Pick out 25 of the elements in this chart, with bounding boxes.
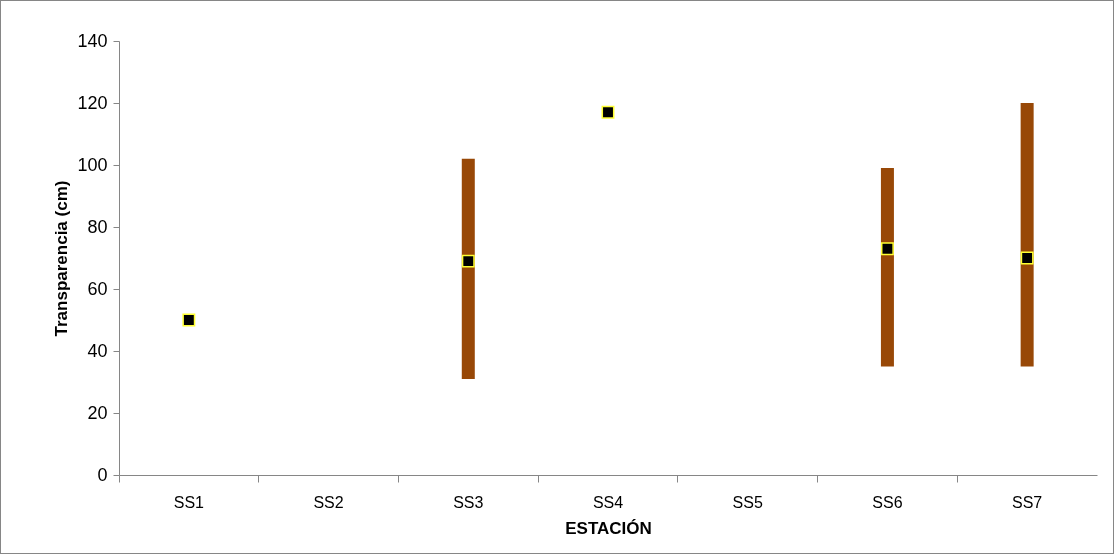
- y-tick-label: 120: [77, 92, 108, 113]
- y-axis-title: Transparencia (cm): [52, 180, 72, 337]
- x-tick-label: SS7: [1012, 493, 1043, 511]
- point: [182, 313, 196, 327]
- x-tick-label: SS2: [313, 493, 344, 511]
- bar: [880, 168, 894, 367]
- bar: [1020, 103, 1034, 367]
- bar: [461, 158, 475, 379]
- point: [1020, 251, 1034, 265]
- x-tick-label: SS3: [453, 493, 484, 511]
- point: [461, 254, 475, 268]
- x-axis-title: ESTACIÓN: [565, 518, 652, 538]
- x-tick-label: SS5: [732, 493, 763, 511]
- y-tick-label: 20: [87, 402, 108, 423]
- x-tick-label: SS4: [592, 493, 624, 511]
- point: [601, 105, 615, 119]
- x-tick-label: SS1: [173, 493, 205, 511]
- y-tick-label: 140: [77, 30, 108, 51]
- point: [880, 242, 894, 256]
- x-tick-label: SS6: [872, 493, 903, 511]
- y-tick-label: 0: [97, 464, 108, 485]
- y-tick-label: 40: [87, 340, 108, 361]
- y-tick-label: 100: [77, 154, 108, 175]
- y-tick-label: 60: [87, 278, 108, 299]
- y-tick-label: 80: [87, 216, 108, 237]
